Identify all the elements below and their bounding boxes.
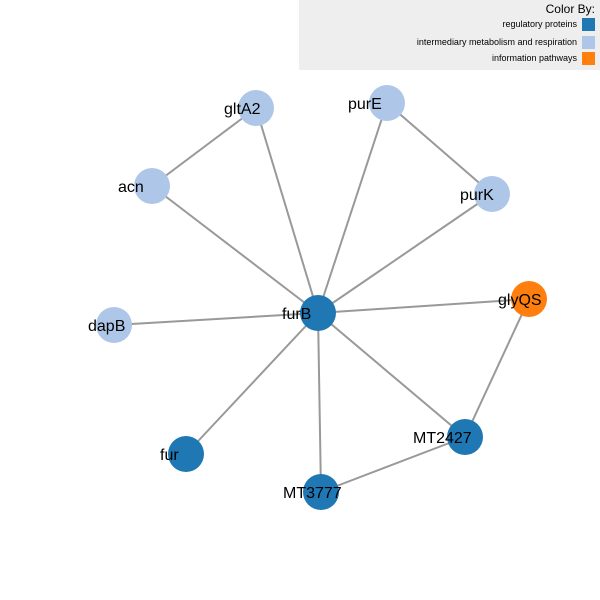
node-acn[interactable]	[134, 168, 170, 204]
edge-purE-furB	[317, 102, 388, 314]
edge-gltA2-acn	[151, 107, 257, 187]
legend-item-information: information pathways	[492, 51, 595, 65]
legend-swatch	[582, 17, 595, 31]
edge-glyQS-MT2427	[464, 298, 530, 438]
legend-label: information pathways	[491, 53, 577, 63]
node-purE[interactable]	[369, 85, 405, 121]
edge-purE-purK	[386, 102, 493, 195]
node-label-fur: fur	[160, 447, 179, 464]
node-dapB[interactable]	[96, 307, 132, 343]
node-label-purK: purK	[460, 187, 494, 204]
edges-group	[113, 102, 530, 493]
edge-acn-furB	[151, 185, 319, 314]
edge-MT2427-MT3777	[320, 436, 466, 493]
edge-purK-furB	[317, 193, 493, 314]
node-label-glyQS: glyQS	[498, 292, 542, 309]
labels-group: gltA2 purE acn purK furB glyQS dapB MT2427 fur MT…	[88, 96, 542, 502]
node-furB[interactable]	[300, 295, 336, 331]
node-label-furB: furB	[282, 306, 311, 323]
legend-item-metabolism: intermediary metabolism and respiration	[417, 35, 595, 49]
legend-swatch	[582, 51, 595, 65]
node-fur[interactable]	[168, 436, 204, 472]
legend-label: regulatory proteins	[502, 19, 577, 29]
nodes-group	[96, 85, 547, 510]
edge-furB-MT3777	[317, 312, 322, 493]
legend-label: intermediary metabolism and respiration	[416, 37, 577, 47]
node-MT2427[interactable]	[447, 419, 483, 455]
node-label-MT2427: MT2427	[413, 430, 472, 447]
node-label-gltA2: gltA2	[224, 101, 261, 118]
node-label-dapB: dapB	[88, 318, 125, 335]
legend-swatch	[582, 35, 595, 49]
edge-furB-glyQS	[317, 298, 530, 314]
node-label-acn: acn	[118, 179, 144, 196]
edge-furB-MT2427	[317, 312, 466, 438]
node-MT3777[interactable]	[303, 474, 339, 510]
legend: Color By: regulatory proteins intermedia…	[299, 0, 600, 70]
node-purK[interactable]	[474, 176, 510, 212]
node-gltA2[interactable]	[238, 90, 274, 126]
node-label-MT3777: MT3777	[283, 485, 342, 502]
node-label-purE: purE	[348, 96, 382, 113]
edge-furB-fur	[185, 312, 319, 455]
node-glyQS[interactable]	[511, 281, 547, 317]
edge-gltA2-furB	[255, 107, 319, 314]
edge-furB-dapB	[113, 312, 319, 326]
legend-title: Color By:	[545, 2, 595, 16]
legend-item-regulatory: regulatory proteins	[502, 17, 595, 31]
